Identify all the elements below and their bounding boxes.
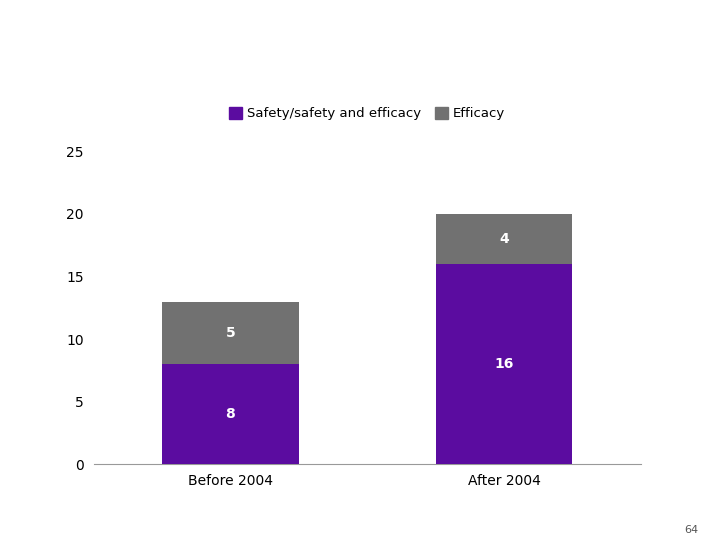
Legend: Safety/safety and efficacy, Efficacy: Safety/safety and efficacy, Efficacy	[224, 102, 510, 125]
Text: 8: 8	[225, 407, 235, 421]
Bar	[436, 264, 572, 464]
Bar	[162, 301, 299, 364]
Text: 4: 4	[499, 232, 509, 246]
Text: 16: 16	[495, 357, 513, 371]
Bar	[436, 214, 572, 264]
Text: 64: 64	[684, 524, 698, 535]
Text: 5: 5	[225, 326, 235, 340]
Bar	[162, 364, 299, 464]
Text: Before and after 2004: Before and after 2004	[36, 32, 382, 60]
